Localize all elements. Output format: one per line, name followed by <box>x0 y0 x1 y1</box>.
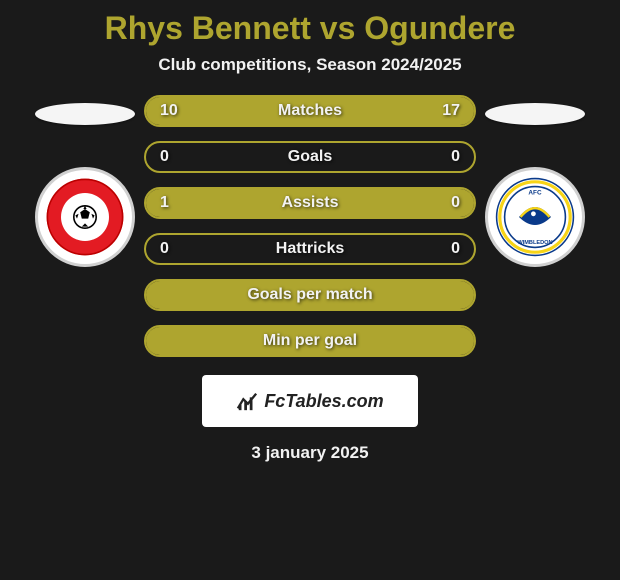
club-logo-right: AFC WIMBLEDON <box>485 167 585 267</box>
bar-value-left: 10 <box>160 102 178 120</box>
main-row: 1017Matches00Goals10Assists00HattricksGo… <box>0 95 620 357</box>
page-title: Rhys Bennett vs Ogundere <box>105 10 516 47</box>
player-pill-right <box>485 103 585 125</box>
bar-value-right: 17 <box>442 102 460 120</box>
club-logo-left <box>35 167 135 267</box>
bar-label: Matches <box>278 102 342 120</box>
stat-bar: Goals per match <box>144 279 476 311</box>
bar-value-left: 1 <box>160 194 169 212</box>
stat-bar: 10 17 Matches <box>144 95 476 127</box>
bar-label: Goals <box>288 148 332 166</box>
stat-bars: 1017Matches00Goals10Assists00HattricksGo… <box>140 95 480 357</box>
left-side <box>30 95 140 267</box>
player-pill-left <box>35 103 135 125</box>
bar-value-left: 0 <box>160 240 169 258</box>
bar-value-right: 0 <box>451 194 460 212</box>
stat-bar: 0 0 Hattricks <box>144 233 476 265</box>
stat-bar: 1 0 Assists <box>144 187 476 219</box>
bar-label: Hattricks <box>276 240 344 258</box>
brand-text: FcTables.com <box>264 391 383 412</box>
bar-label: Goals per match <box>247 286 372 304</box>
bar-value-right: 0 <box>451 240 460 258</box>
stat-bar: Min per goal <box>144 325 476 357</box>
svg-text:AFC: AFC <box>528 190 542 197</box>
date-label: 3 january 2025 <box>251 443 368 463</box>
brand-badge[interactable]: FcTables.com <box>202 375 418 427</box>
fleetwood-town-icon <box>45 177 125 257</box>
bar-value-right: 0 <box>451 148 460 166</box>
comparison-card: Rhys Bennett vs Ogundere Club competitio… <box>0 0 620 473</box>
svg-text:WIMBLEDON: WIMBLEDON <box>517 240 552 246</box>
afc-wimbledon-icon: AFC WIMBLEDON <box>495 177 575 257</box>
bar-label: Assists <box>282 194 339 212</box>
subtitle: Club competitions, Season 2024/2025 <box>158 55 461 75</box>
bar-value-left: 0 <box>160 148 169 166</box>
bar-label: Min per goal <box>263 332 357 350</box>
right-side: AFC WIMBLEDON <box>480 95 590 267</box>
stat-bar: 0 0 Goals <box>144 141 476 173</box>
chart-icon <box>236 390 258 412</box>
